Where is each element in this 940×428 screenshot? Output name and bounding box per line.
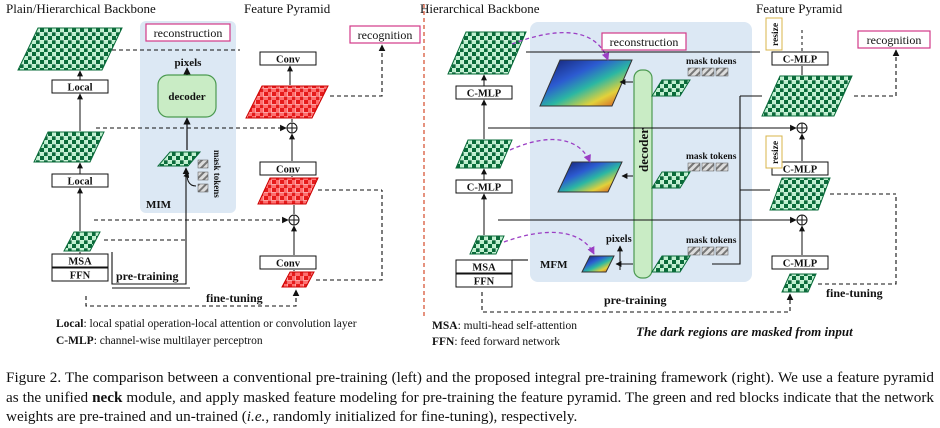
- right-mask-tokens-1: mask tokens: [686, 57, 737, 77]
- right-pyramid-layer-3: [781, 273, 817, 293]
- left-backbone-layer-1: [17, 27, 123, 71]
- left-recognition-box: [349, 25, 421, 44]
- right-mask-tokens-label-2: mask tokens: [686, 152, 737, 162]
- left-mask-tokens-label: mask tokens: [212, 150, 222, 198]
- left-local-label-1: Local: [67, 83, 92, 94]
- right-msa-label: MSA: [472, 263, 496, 274]
- right-mask-tokens-2: mask tokens: [686, 152, 737, 172]
- left-pixels-label: pixels: [175, 57, 203, 69]
- left-pretraining-label: pre-training: [116, 269, 178, 283]
- right-backbone-layer-1: [447, 31, 527, 75]
- right-msa-box: [455, 259, 513, 274]
- left-reconstruction-label: reconstruction: [154, 26, 223, 40]
- right-backbone-layer-2: [455, 139, 513, 169]
- left-title-pyramid: Feature Pyramid: [244, 1, 331, 16]
- right-reconstruction-box: [601, 32, 687, 51]
- left-recognition-label: recognition: [358, 28, 413, 42]
- mim-label: MIM: [146, 199, 172, 211]
- right-title-backbone: Hierarchical Backbone: [420, 1, 540, 16]
- right-recognition-label: recognition: [867, 33, 922, 47]
- resize-box-1: [765, 17, 783, 51]
- right-decoder-label: decoder: [636, 128, 651, 172]
- left-local-label-2: Local: [67, 177, 92, 188]
- caption-ie: i.e.: [246, 408, 266, 425]
- right-recognition-box: [857, 30, 931, 49]
- right-pyramid-cmlp-label-1: C-MLP: [783, 55, 818, 66]
- mfm-label: MFM: [540, 259, 568, 271]
- left-conv-box-3: [259, 255, 317, 270]
- right-pyramid-cmlp-box-3: [771, 255, 829, 270]
- left-conv-box-1: [259, 51, 317, 66]
- left-conv-label-2: Conv: [276, 165, 301, 176]
- right-mask-tokens-3: mask tokens: [686, 236, 737, 256]
- left-backbone-layer-2: [33, 131, 105, 163]
- left-ffn-label: FFN: [70, 271, 91, 282]
- legend-ffn: FFN: feed forward network: [432, 336, 560, 348]
- right-pyramid-layer-2: [769, 177, 831, 211]
- right-title-pyramid: Feature Pyramid: [756, 1, 843, 16]
- right-pyramid-layer-1: [761, 75, 853, 117]
- left-pyramid-layer-1: [245, 85, 329, 119]
- left-finetuning-label: fine-tuning: [206, 291, 263, 305]
- right-cmlp-label-1: C-MLP: [467, 89, 502, 100]
- right-reconstruction-label: reconstruction: [610, 35, 679, 49]
- right-decoder-box: [633, 69, 653, 279]
- left-conv-box-2: [259, 161, 317, 176]
- left-conv-label-3: Conv: [276, 259, 301, 270]
- legend-cmlp: C-MLP: channel-wise multilayer perceptro…: [56, 335, 263, 347]
- right-backbone-layer-3: [469, 235, 505, 255]
- caption-neck: neck: [92, 388, 123, 406]
- right-ffn-label: FFN: [474, 277, 495, 288]
- left-mask-tokens: mask tokens: [197, 150, 222, 198]
- right-panel: Hierarchical Backbone Feature Pyramid re…: [420, 1, 931, 348]
- right-cmlp-label-2: C-MLP: [467, 183, 502, 194]
- left-panel: Plain/Hierarchical Backbone Feature Pyra…: [6, 1, 421, 347]
- mask-note: The dark regions are masked from input: [636, 324, 853, 339]
- resize-label-1: resize: [771, 23, 781, 46]
- right-mask-tokens-label-1: mask tokens: [686, 57, 737, 67]
- figure-caption: Figure 2. The comparison between a conve…: [6, 369, 934, 425]
- left-title-backbone: Plain/Hierarchical Backbone: [6, 1, 156, 16]
- right-pretraining-label: pre-training: [604, 293, 666, 307]
- mim-token-layer: [156, 151, 202, 167]
- left-msa-label: MSA: [68, 257, 92, 268]
- mfm-feature-3: [651, 255, 691, 273]
- mfm-feature-2: [651, 171, 691, 189]
- left-ffn-box: [51, 267, 109, 282]
- reconstruction-map-2: [557, 161, 623, 193]
- reconstruction-map-3: [581, 255, 615, 273]
- left-pyramid-layer-3: [281, 271, 315, 288]
- resize-box-2: [765, 135, 783, 169]
- left-pyramid-layer-2: [257, 177, 319, 205]
- right-mask-tokens-label-3: mask tokens: [686, 236, 737, 246]
- legend-msa: MSA: multi-head self-attention: [432, 320, 577, 332]
- resize-label-2: resize: [771, 141, 781, 164]
- mfm-feature-1: [651, 79, 691, 97]
- right-pixels-label: pixels: [606, 234, 632, 245]
- right-ffn-box: [455, 273, 513, 288]
- left-conv-label-1: Conv: [276, 55, 301, 66]
- legend-local: Local: local spatial operation-local att…: [56, 318, 357, 330]
- figure-diagram: Plain/Hierarchical Backbone Feature Pyra…: [6, 1, 931, 348]
- left-decoder-label: decoder: [168, 91, 205, 103]
- right-finetuning-label: fine-tuning: [826, 286, 883, 300]
- right-pyramid-cmlp-label-3: C-MLP: [783, 259, 818, 270]
- right-pyramid-cmlp-label-2: C-MLP: [783, 165, 818, 176]
- left-reconstruction-box: [145, 23, 231, 42]
- left-backbone-layer-3: [63, 231, 101, 252]
- right-pyramid-cmlp-box-1: [771, 51, 829, 66]
